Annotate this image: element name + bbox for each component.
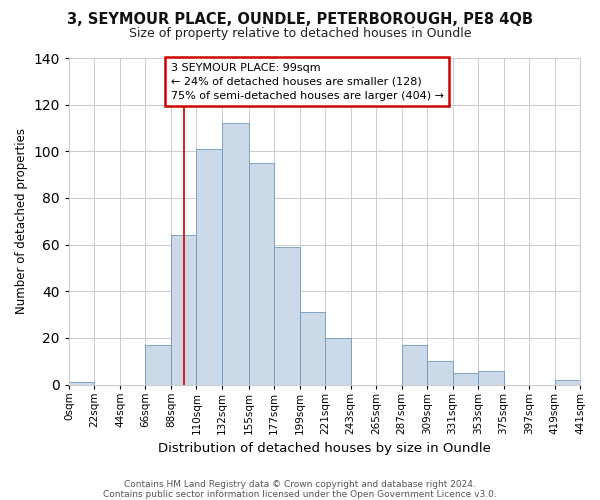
Y-axis label: Number of detached properties: Number of detached properties <box>15 128 28 314</box>
Bar <box>478 370 503 384</box>
Bar <box>69 382 94 384</box>
Bar <box>274 247 299 384</box>
Bar <box>299 312 325 384</box>
Bar <box>196 149 222 384</box>
Bar <box>248 163 274 384</box>
X-axis label: Distribution of detached houses by size in Oundle: Distribution of detached houses by size … <box>158 442 491 455</box>
Bar <box>145 345 171 385</box>
Bar <box>325 338 350 384</box>
Text: 3, SEYMOUR PLACE, OUNDLE, PETERBOROUGH, PE8 4QB: 3, SEYMOUR PLACE, OUNDLE, PETERBOROUGH, … <box>67 12 533 28</box>
Bar <box>427 362 452 384</box>
Text: Contains public sector information licensed under the Open Government Licence v3: Contains public sector information licen… <box>103 490 497 499</box>
Bar <box>452 373 478 384</box>
Bar <box>401 345 427 385</box>
Bar <box>222 124 248 384</box>
Bar <box>171 236 196 384</box>
Text: Size of property relative to detached houses in Oundle: Size of property relative to detached ho… <box>129 28 471 40</box>
Bar <box>554 380 580 384</box>
Text: Contains HM Land Registry data © Crown copyright and database right 2024.: Contains HM Land Registry data © Crown c… <box>124 480 476 489</box>
Text: 3 SEYMOUR PLACE: 99sqm
← 24% of detached houses are smaller (128)
75% of semi-de: 3 SEYMOUR PLACE: 99sqm ← 24% of detached… <box>171 62 444 100</box>
